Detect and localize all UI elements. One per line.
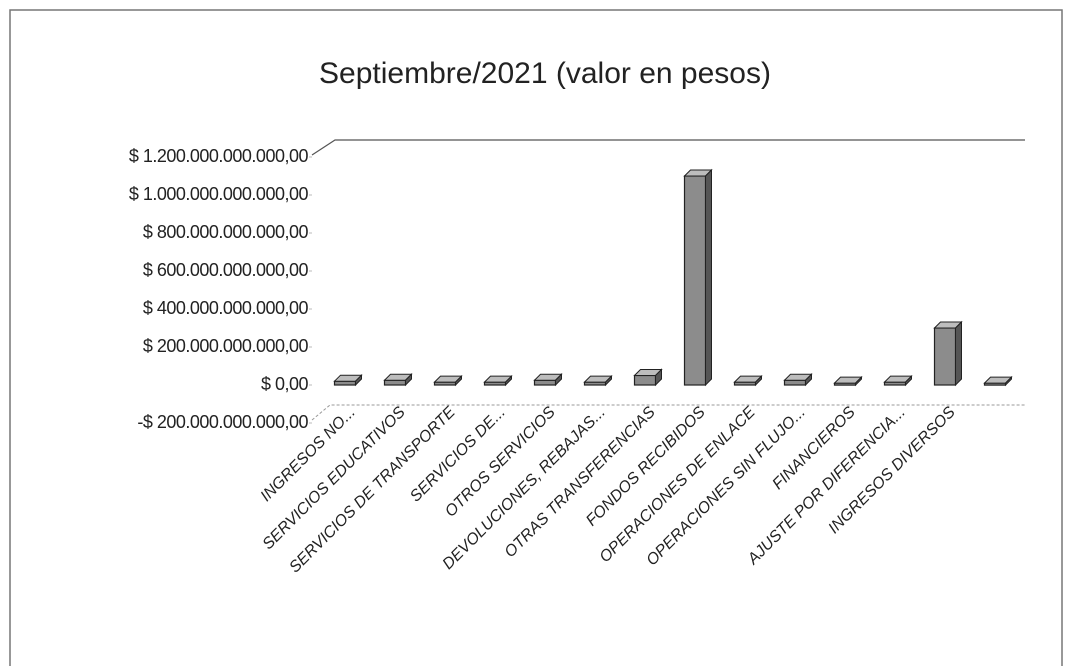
plot-floor-edge bbox=[311, 404, 1025, 421]
y-tick-label: $ 0,00 bbox=[261, 374, 309, 394]
bar-side bbox=[355, 373, 362, 387]
bar-side bbox=[1005, 375, 1012, 387]
chart-title: Septiembre/2021 (valor en pesos) bbox=[319, 57, 771, 90]
bar-side bbox=[505, 374, 512, 387]
bar-side bbox=[405, 373, 412, 387]
bar-side bbox=[455, 374, 462, 387]
bar bbox=[683, 175, 707, 386]
bar-side bbox=[805, 373, 812, 387]
bar-side bbox=[605, 374, 612, 387]
y-tick-label: $ 400.000.000.000,00 bbox=[143, 298, 309, 318]
y-tick-label: -$ 200.000.000.000,00 bbox=[137, 412, 308, 432]
bar-side bbox=[905, 374, 912, 387]
bar bbox=[383, 379, 407, 386]
bar-side bbox=[855, 375, 862, 387]
plot-back-edge bbox=[311, 139, 1025, 156]
bar bbox=[633, 374, 657, 386]
bar-side bbox=[955, 320, 962, 387]
bar bbox=[333, 380, 357, 386]
chart-frame bbox=[9, 9, 1063, 666]
y-tick-label: $ 200.000.000.000,00 bbox=[143, 336, 309, 356]
bar-side bbox=[755, 374, 762, 387]
bar bbox=[783, 379, 807, 386]
bar-side bbox=[705, 168, 712, 387]
bar-side bbox=[655, 368, 662, 387]
y-tick-label: $ 600.000.000.000,00 bbox=[143, 260, 309, 280]
bar-side bbox=[555, 373, 562, 387]
bar bbox=[533, 379, 557, 386]
y-tick-label: $ 800.000.000.000,00 bbox=[143, 222, 309, 242]
bar bbox=[933, 327, 957, 386]
y-tick-label: $ 1.000.000.000.000,00 bbox=[129, 184, 309, 204]
y-tick-label: $ 1.200.000.000.000,00 bbox=[129, 146, 309, 166]
